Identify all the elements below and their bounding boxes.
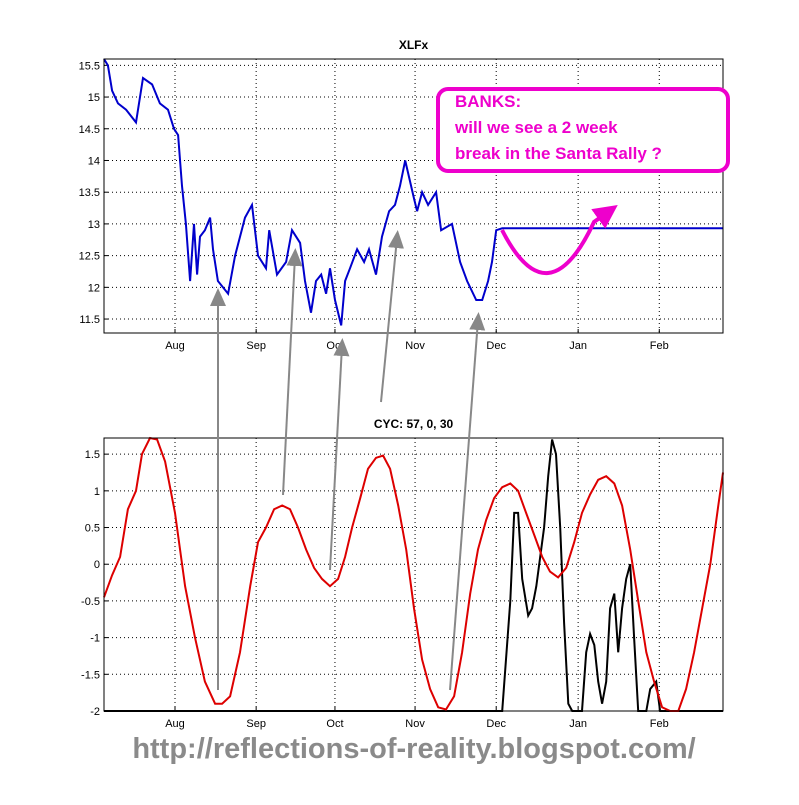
x-tick-label: Sep (246, 718, 266, 730)
arrow (329, 338, 350, 571)
chart-title: XLFx (399, 38, 429, 52)
chart-title: CYC: 57, 0, 30 (374, 417, 454, 431)
x-tick-label: Nov (405, 718, 425, 730)
x-tick-label: Nov (405, 340, 425, 352)
annotation-box (436, 87, 730, 173)
y-tick-label: 1.5 (85, 449, 100, 461)
series-line (103, 58, 723, 326)
series-line (103, 436, 724, 712)
x-tick-label: Sep (246, 340, 266, 352)
y-tick-label: 11.5 (79, 314, 100, 326)
plot-frame (103, 58, 724, 334)
x-tick-label: Jan (569, 340, 587, 352)
y-tick-label: 14.5 (79, 124, 100, 136)
arrow (282, 248, 303, 496)
x-tick-label: Dec (486, 340, 506, 352)
x-tick-label: Oct (326, 718, 343, 730)
x-tick-label: Aug (165, 718, 185, 730)
arrow (449, 312, 486, 691)
y-tick-label: 13.5 (79, 187, 100, 199)
x-tick-label: Feb (650, 718, 669, 730)
y-tick-label: 13 (88, 219, 100, 231)
x-tick-label: Jan (569, 718, 587, 730)
series-line (104, 439, 723, 712)
x-tick-label: Aug (165, 340, 185, 352)
plot-frame (103, 437, 724, 712)
y-tick-label: -1.5 (81, 669, 100, 681)
arrow (380, 230, 404, 403)
y-tick-label: 1 (94, 486, 100, 498)
y-tick-label: -2 (90, 706, 100, 718)
annotation: BANKS: (455, 92, 521, 111)
x-tick-label: Dec (486, 718, 506, 730)
arrows (210, 230, 486, 691)
y-tick-label: 0.5 (85, 523, 100, 535)
y-tick-label: -0.5 (81, 596, 100, 608)
y-tick-label: -1 (90, 633, 100, 645)
y-tick-label: 14 (88, 155, 100, 167)
annotation: break in the Santa Rally ? (455, 144, 662, 163)
y-tick-label: 15.5 (79, 60, 100, 72)
y-tick-label: 0 (94, 559, 100, 571)
x-tick-label: Feb (650, 340, 669, 352)
watermark: http://reflections-of-reality.blogspot.c… (132, 733, 695, 765)
y-tick-label: 15 (88, 92, 100, 104)
annotation: will we see a 2 week (454, 118, 618, 137)
y-tick-label: 12.5 (79, 251, 100, 263)
forecast-curve (500, 205, 618, 275)
y-tick-label: 12 (88, 282, 100, 294)
